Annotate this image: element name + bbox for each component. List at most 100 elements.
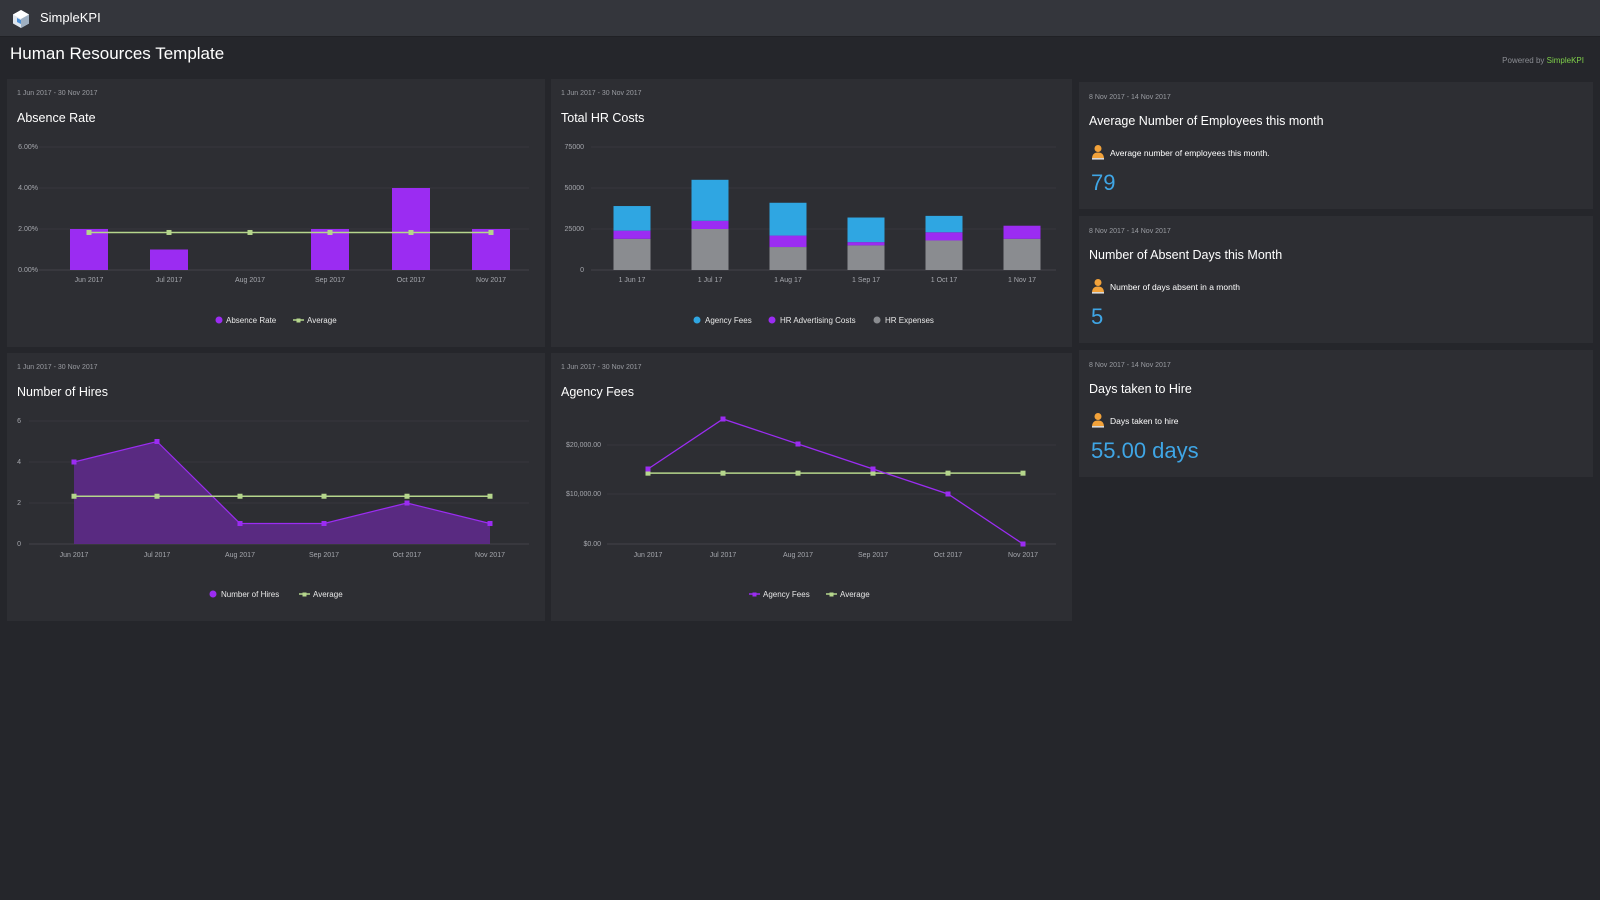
average-point (247, 229, 253, 235)
legend-swatch[interactable] (215, 316, 223, 324)
average-point (795, 470, 801, 476)
legend-label[interactable]: Absence Rate (226, 316, 277, 325)
x-tick: Nov 2017 (1008, 552, 1038, 559)
agency-fees-line (645, 416, 1026, 547)
number-of-hires-panel: 1 Jun 2017 - 30 Nov 2017 Number of Hires… (7, 353, 545, 621)
powered-brand[interactable]: SimpleKPI (1546, 56, 1584, 65)
x-tick: Aug 2017 (235, 277, 265, 284)
x-ticks: 1 Jun 17 1 Jul 17 1 Aug 17 1 Sep 17 1 Oc… (619, 277, 1037, 284)
average-point (86, 229, 92, 235)
y-tick: 4 (17, 459, 21, 466)
powered-prefix: Powered by (1502, 56, 1547, 65)
legend-swatch-marker (302, 592, 307, 597)
y-tick: 4.00% (18, 185, 38, 192)
absence-rate-chart: 0.00% 2.00% 4.00% 6.00% Jun 2017 Jul 201… (18, 144, 529, 325)
panel-title: Absence Rate (17, 111, 96, 125)
y-ticks: $0.00 $10,000.00 $20,000.00 (566, 442, 601, 548)
agency-fees-point (1020, 541, 1026, 547)
panel-title: Agency Fees (561, 385, 634, 399)
powered-by: Powered by SimpleKPI (1502, 56, 1584, 65)
absence-bar (150, 249, 188, 270)
average-point (404, 493, 410, 499)
legend: Absence Rate Average (215, 316, 337, 325)
page-title: Human Resources Template (10, 44, 225, 63)
x-tick: Aug 2017 (225, 552, 255, 559)
average-point (154, 493, 160, 499)
panel-title: Number of Hires (17, 385, 108, 399)
hires-area (71, 439, 493, 544)
legend-label[interactable]: HR Expenses (885, 316, 934, 325)
x-tick: Jun 2017 (60, 552, 89, 559)
x-tick: Jun 2017 (75, 277, 104, 284)
absence-bar (70, 229, 108, 270)
agency-fees-chart: $0.00 $10,000.00 $20,000.00 Jun 2017 Jul… (566, 416, 1056, 599)
x-tick: 1 Jun 17 (619, 277, 646, 284)
y-tick: 0 (17, 541, 21, 548)
absence-rate-panel: 1 Jun 2017 - 30 Nov 2017 Absence Rate 0.… (7, 79, 545, 347)
legend-swatch[interactable] (873, 316, 881, 324)
y-ticks: 0 25000 50000 75000 (565, 144, 585, 274)
y-tick: 0.00% (18, 267, 38, 274)
stacked-bar-segment (925, 232, 963, 241)
y-tick: 2 (17, 500, 21, 507)
x-tick: Jul 2017 (710, 552, 737, 559)
legend-label[interactable]: HR Advertising Costs (780, 316, 856, 325)
simplekpi-logo-icon[interactable] (11, 9, 31, 29)
stacked-bar-segment (691, 179, 729, 221)
average-point (645, 470, 651, 476)
legend-swatch[interactable] (768, 316, 776, 324)
date-range: 1 Jun 2017 - 30 Nov 2017 (17, 364, 98, 371)
legend-swatch[interactable] (693, 316, 701, 324)
absence-bars (70, 188, 510, 270)
number-of-hires-chart: 0 2 4 6 Jun 2017 Jul 2017 Aug 2017 Sep 2… (17, 418, 529, 599)
average-point (327, 229, 333, 235)
x-tick: Nov 2017 (476, 277, 506, 284)
stacked-bar-segment (613, 206, 651, 231)
kpi-description: Number of days absent in a month (1110, 282, 1240, 292)
average-line (86, 229, 494, 235)
stacked-bar-segment (925, 215, 963, 233)
grid-lines (591, 146, 1056, 271)
legend-label[interactable]: Number of Hires (221, 590, 279, 599)
y-tick: $0.00 (583, 541, 601, 548)
date-range: 1 Jun 2017 - 30 Nov 2017 (561, 364, 642, 371)
y-tick: $10,000.00 (566, 491, 601, 498)
stacked-bar-segment (613, 238, 651, 270)
hires-point (71, 459, 77, 465)
legend-swatch-marker (829, 592, 834, 597)
absence-bar (392, 188, 430, 270)
x-tick: Oct 2017 (934, 552, 963, 559)
y-tick: $20,000.00 (566, 442, 601, 449)
y-ticks: 0.00% 2.00% 4.00% 6.00% (18, 144, 38, 274)
legend-label[interactable]: Agency Fees (705, 316, 752, 325)
kpi-title: Days taken to Hire (1089, 382, 1192, 396)
stacked-bar-segment (1003, 225, 1041, 239)
kpi-value: 55.00 days (1091, 438, 1199, 463)
average-point (488, 229, 494, 235)
legend-label[interactable]: Average (307, 316, 337, 325)
y-tick: 25000 (565, 226, 585, 233)
date-range: 1 Jun 2017 - 30 Nov 2017 (17, 90, 98, 97)
kpi-absent-days: 8 Nov 2017 - 14 Nov 2017 Number of Absen… (1079, 216, 1593, 343)
x-tick: 1 Sep 17 (852, 277, 880, 284)
legend-swatch[interactable] (209, 590, 217, 598)
legend-label[interactable]: Average (840, 590, 870, 599)
x-tick: Sep 2017 (858, 552, 888, 559)
stacked-bar-segment (769, 202, 807, 236)
y-tick: 2.00% (18, 226, 38, 233)
kpi-title: Average Number of Employees this month (1089, 114, 1324, 128)
app-name[interactable]: SimpleKPI (40, 10, 101, 25)
x-tick: Jul 2017 (144, 552, 171, 559)
total-hr-costs-panel: 1 Jun 2017 - 30 Nov 2017 Total HR Costs … (551, 79, 1072, 347)
legend-label[interactable]: Agency Fees (763, 590, 810, 599)
legend-label[interactable]: Average (313, 590, 343, 599)
top-bar: SimpleKPI (0, 0, 1600, 37)
absence-bar (311, 229, 349, 270)
average-point (71, 493, 77, 499)
x-ticks: Jun 2017 Jul 2017 Aug 2017 Sep 2017 Oct … (75, 277, 506, 284)
x-tick: Jun 2017 (634, 552, 663, 559)
hires-point (321, 521, 327, 526)
kpi-value: 79 (1091, 170, 1116, 195)
average-line (71, 493, 493, 499)
stacked-bars (613, 179, 1041, 270)
